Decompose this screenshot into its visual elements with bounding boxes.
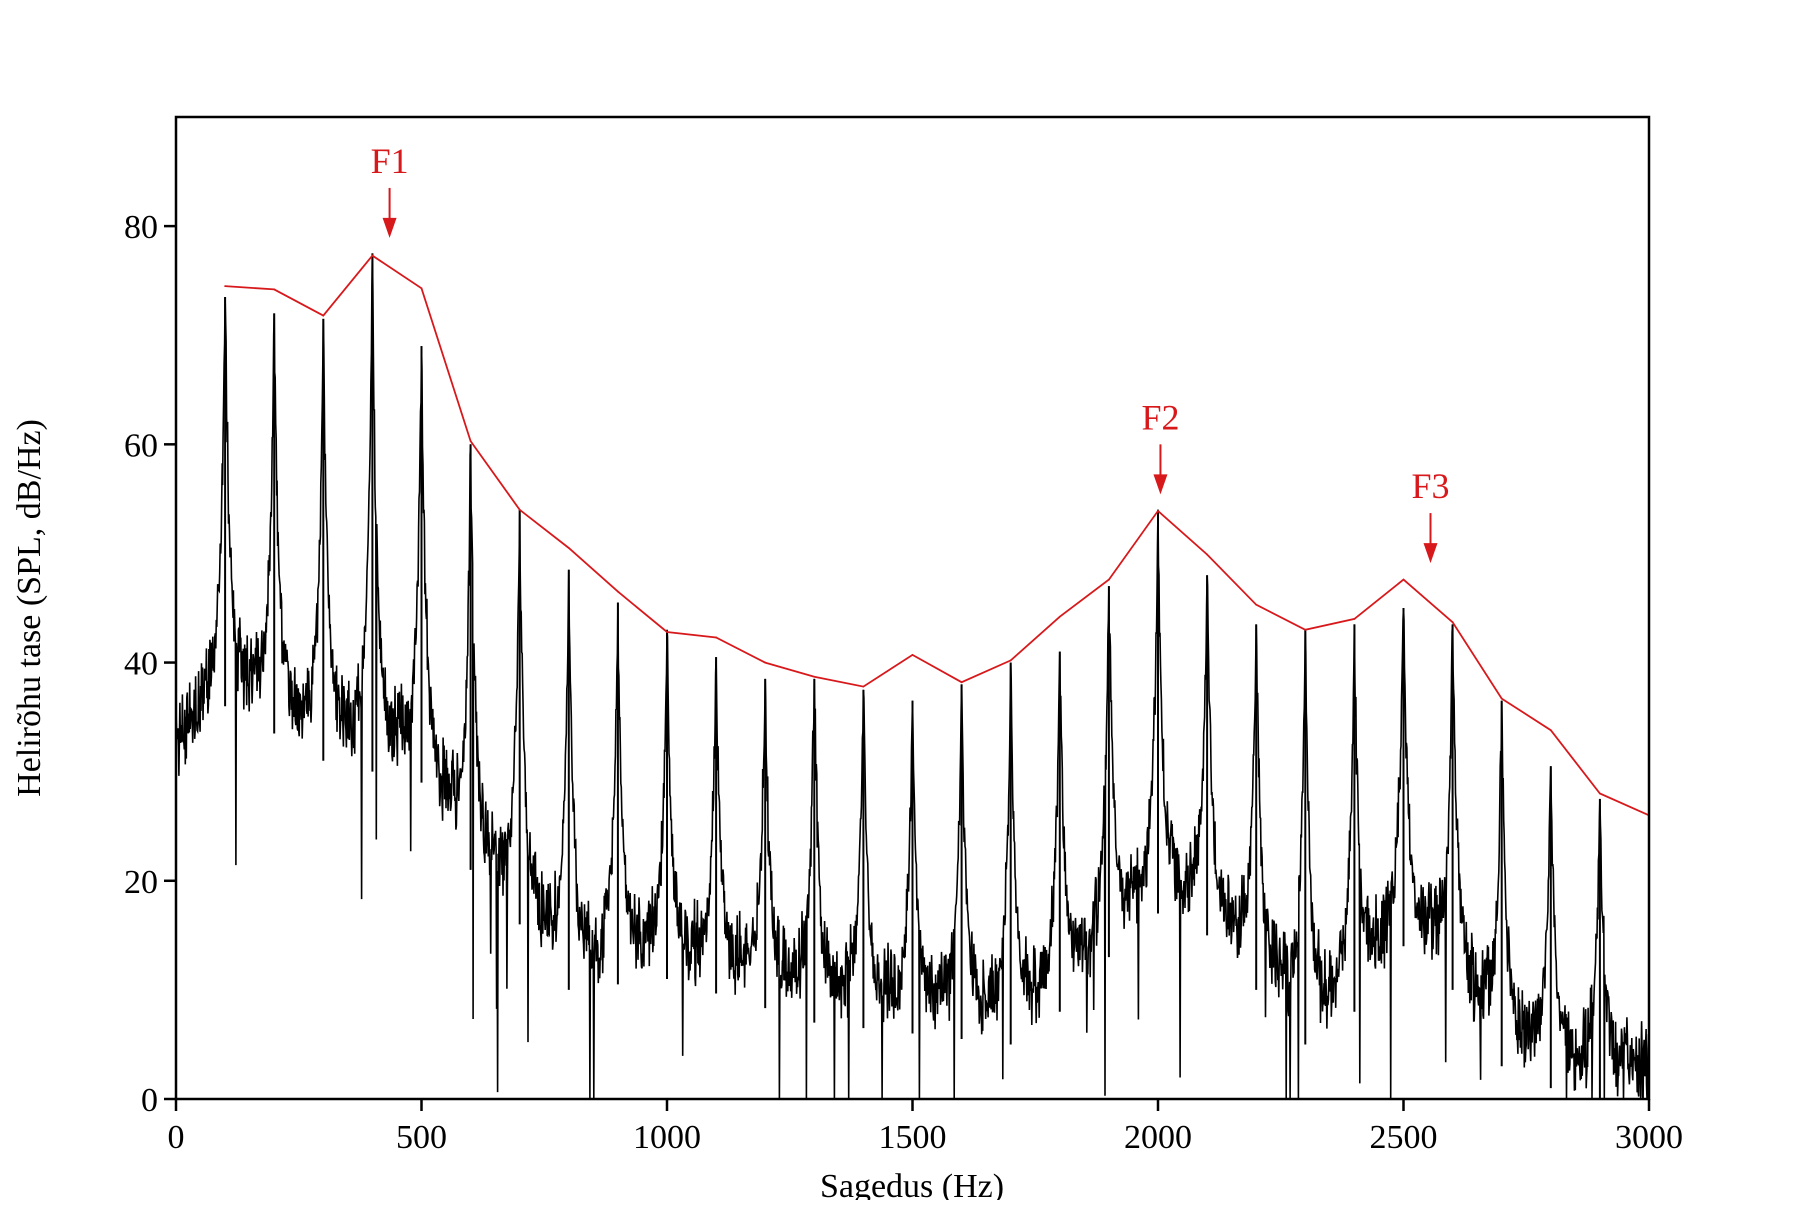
x-tick-label: 500 [396, 1119, 447, 1156]
y-axis-title: Helirõhu tase (SPL, dB/Hz) [11, 419, 48, 797]
envelope-point [617, 590, 619, 593]
envelope-point [1549, 729, 1552, 732]
envelope-point [322, 314, 325, 317]
envelope-point [518, 508, 521, 511]
envelope-point [1255, 603, 1258, 606]
y-tick-label: 40 [124, 646, 158, 683]
x-axis-ticks: 0 500 1000 1500 2000 2500 3000 [168, 1099, 1683, 1156]
formant-annotation-f3: F3 [1411, 466, 1450, 564]
envelope-point [1009, 659, 1012, 662]
x-axis-title: Sagedus (Hz) [820, 1168, 1004, 1200]
y-axis-ticks: 0 20 40 60 80 [124, 209, 176, 1119]
formant-label: F2 [1141, 397, 1179, 437]
formant-label: F1 [371, 141, 409, 181]
x-tick-label: 0 [168, 1119, 185, 1156]
envelope-layer [224, 254, 1650, 817]
spectrum-layer [175, 253, 1650, 1100]
envelope-point [1206, 553, 1208, 556]
envelope-point [1108, 578, 1110, 581]
envelope-point [1451, 621, 1454, 624]
y-tick-label: 0 [141, 1082, 158, 1119]
envelope-point [862, 685, 865, 688]
envelope-point [715, 636, 717, 639]
envelope-point [1157, 509, 1159, 512]
envelope-point [813, 675, 816, 678]
x-tick-label: 3000 [1615, 1119, 1683, 1156]
envelope-point [1304, 628, 1307, 631]
spectral-envelope-line [225, 254, 1650, 817]
envelope-point [224, 285, 227, 288]
envelope-point [1353, 618, 1356, 620]
formant-arrow-head [1153, 474, 1168, 495]
envelope-point [567, 547, 570, 549]
envelope-point [1500, 697, 1503, 700]
formant-annotations: F1 F2 F3 [371, 141, 1450, 564]
y-tick-label: 80 [124, 209, 158, 246]
formant-annotation-f1: F1 [371, 141, 409, 238]
formant-arrow-head [382, 217, 397, 238]
y-tick-label: 20 [124, 864, 158, 901]
envelope-point [911, 654, 914, 656]
envelope-point [764, 661, 767, 664]
formant-label: F3 [1411, 466, 1449, 506]
envelope-point [371, 254, 374, 257]
envelope-point [1402, 578, 1405, 581]
envelope-point [1058, 615, 1061, 618]
envelope-point [420, 287, 423, 290]
formant-annotation-f2: F2 [1141, 397, 1179, 495]
x-tick-label: 1000 [633, 1119, 701, 1156]
x-tick-label: 1500 [879, 1119, 947, 1156]
envelope-point [1599, 792, 1601, 795]
x-tick-label: 2500 [1370, 1119, 1438, 1156]
envelope-point [273, 288, 276, 291]
formant-arrow-head [1423, 543, 1438, 564]
x-tick-label: 2000 [1124, 1119, 1192, 1156]
envelope-point [960, 681, 963, 684]
y-tick-label: 60 [124, 427, 158, 464]
envelope-point [469, 440, 472, 442]
envelope-point [666, 631, 668, 633]
